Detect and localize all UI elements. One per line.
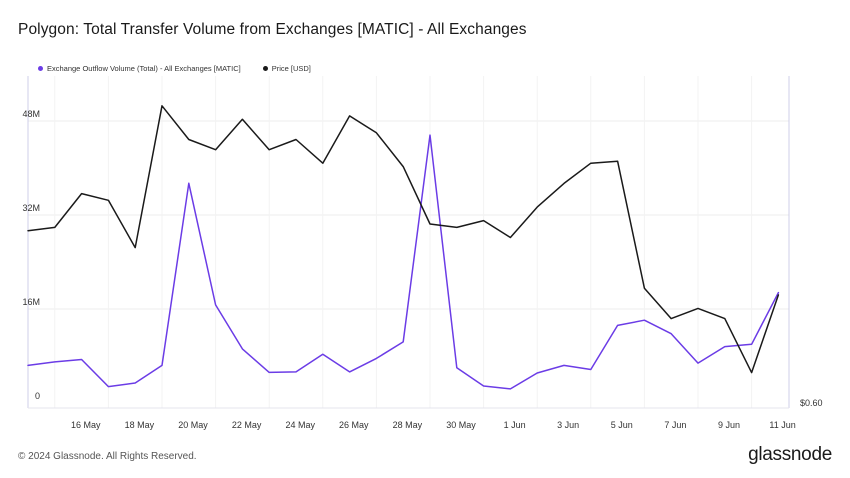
x-tick-label: 16 May bbox=[71, 420, 101, 430]
legend-dot-price bbox=[262, 66, 268, 71]
series-line-outflow bbox=[27, 134, 780, 390]
x-tick-label: 20 May bbox=[178, 420, 208, 430]
chart-title: Polygon: Total Transfer Volume from Exch… bbox=[18, 21, 527, 38]
x-tick-label: 1 Jun bbox=[504, 420, 526, 430]
y-tick-label: 16M bbox=[22, 297, 40, 307]
y-tick-label: 0 bbox=[35, 391, 40, 401]
x-tick-label: 9 Jun bbox=[718, 420, 740, 430]
axes bbox=[27, 76, 790, 409]
x-tick-label: 7 Jun bbox=[664, 420, 686, 430]
x-tick-label: 22 May bbox=[232, 420, 262, 430]
y-right-tick-label: $0.60 bbox=[800, 398, 823, 408]
series-lines bbox=[27, 105, 780, 390]
x-tick-label: 3 Jun bbox=[557, 420, 579, 430]
legend-label-outflow: Exchange Outflow Volume (Total) - All Ex… bbox=[47, 64, 241, 73]
copyright-footer: © 2024 Glassnode. All Rights Reserved. bbox=[18, 451, 197, 462]
series-line-price bbox=[27, 105, 780, 374]
grid-lines bbox=[28, 76, 789, 408]
legend-item-outflow[interactable]: Exchange Outflow Volume (Total) - All Ex… bbox=[38, 64, 241, 73]
legend-item-price[interactable]: Price [USD] bbox=[262, 64, 311, 73]
tick-labels: 0 16M 32M 48M 16 May 18 May 20 May 22 May 24 May… bbox=[22, 109, 822, 430]
y-tick-label: 48M bbox=[22, 109, 40, 119]
legend-dot-outflow bbox=[38, 66, 43, 71]
chart-legend: Exchange Outflow Volume (Total) - All Ex… bbox=[38, 64, 333, 73]
x-tick-label: 11 Jun bbox=[769, 420, 795, 430]
glassnode-logo: glassnode bbox=[748, 444, 832, 465]
x-tick-label: 5 Jun bbox=[611, 420, 633, 430]
x-tick-label: 28 May bbox=[393, 420, 423, 430]
x-tick-label: 30 May bbox=[446, 420, 476, 430]
x-tick-label: 24 May bbox=[285, 420, 315, 430]
x-tick-label: 26 May bbox=[339, 420, 369, 430]
y-tick-label: 32M bbox=[22, 203, 40, 213]
x-tick-label: 18 May bbox=[125, 420, 155, 430]
legend-label-price: Price [USD] bbox=[271, 64, 311, 73]
